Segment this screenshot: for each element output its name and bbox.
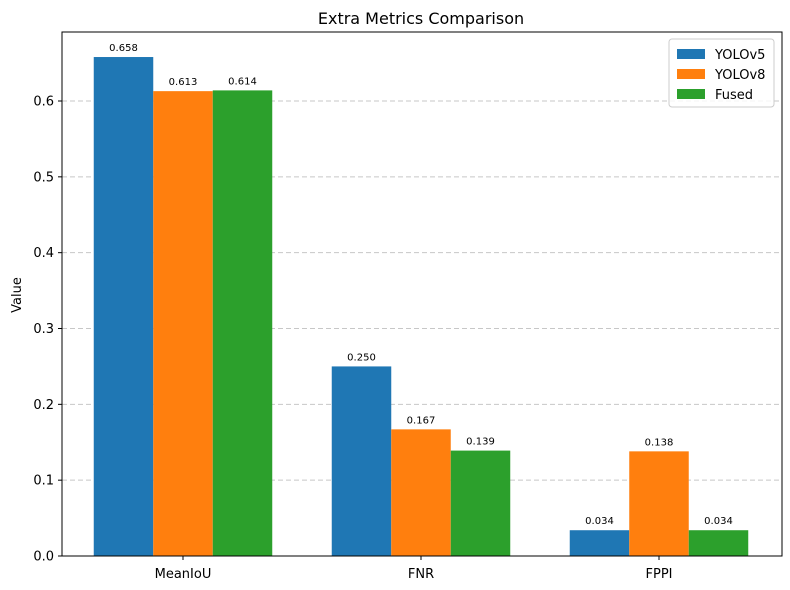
bar-yolov5-meaniou — [93, 57, 154, 557]
legend-entry: YOLOv5 — [714, 48, 765, 63]
legend-swatch — [677, 69, 705, 79]
y-tick-label: 0.1 — [33, 474, 54, 489]
data-label: 0.138 — [645, 437, 674, 448]
x-tick-label: FNR — [408, 567, 434, 582]
bar-yolov5-fnr — [331, 366, 392, 556]
legend-entry: YOLOv8 — [714, 68, 765, 83]
plot-frame — [61, 31, 783, 557]
chart-title: Extra Metrics Comparison — [318, 9, 524, 28]
y-tick-label: 0.5 — [33, 170, 54, 185]
data-label: 0.613 — [169, 77, 198, 88]
bar-yolov5-fppi — [569, 530, 630, 556]
axes — [61, 31, 783, 557]
data-label: 0.034 — [704, 516, 733, 527]
x-ticks: MeanIoU FNR FPPI — [155, 556, 673, 582]
bar-yolov8-meaniou — [153, 91, 213, 557]
legend: YOLOv5 YOLOv8 Fused — [668, 38, 775, 108]
bar-fused-meaniou — [212, 90, 273, 556]
y-tick-label: 0.0 — [33, 550, 54, 565]
legend-entry: Fused — [715, 88, 753, 103]
bars — [93, 57, 749, 557]
x-tick-label: FPPI — [646, 567, 673, 582]
data-label: 0.614 — [228, 76, 257, 87]
data-labels: 0.658 0.613 0.614 0.250 0.167 0.139 0.034 0.138… — [109, 43, 733, 527]
y-tick-label: 0.3 — [33, 322, 54, 337]
y-ticks: 0.0 0.1 0.2 0.3 0.4 0.5 0.6 — [33, 95, 62, 565]
x-tick-label: MeanIoU — [155, 567, 212, 582]
y-tick-label: 0.6 — [33, 95, 54, 110]
data-label: 0.167 — [407, 415, 436, 426]
bar-yolov8-fppi — [629, 451, 689, 556]
data-label: 0.034 — [585, 516, 614, 527]
data-label: 0.139 — [466, 437, 495, 448]
legend-swatch — [677, 89, 705, 99]
y-tick-label: 0.2 — [33, 398, 54, 413]
data-label: 0.658 — [109, 43, 138, 54]
bar-fused-fppi — [688, 530, 749, 556]
data-label: 0.250 — [347, 352, 376, 363]
bar-yolov8-fnr — [391, 429, 451, 556]
legend-swatch — [677, 49, 705, 59]
y-axis-label: Value — [10, 277, 25, 313]
bar-fused-fnr — [450, 450, 511, 556]
y-tick-label: 0.4 — [33, 246, 54, 261]
